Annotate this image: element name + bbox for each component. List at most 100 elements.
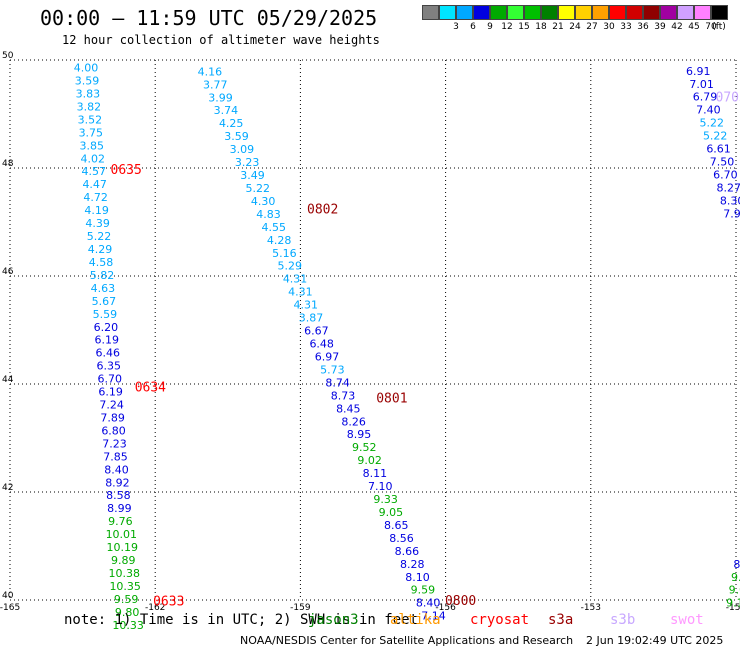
- wave-height-label: 3.52: [78, 113, 103, 126]
- legend-unit: (ft): [712, 22, 726, 32]
- wave-height-label: 8.65: [384, 519, 409, 532]
- wave-height-label: 8.45: [336, 402, 361, 415]
- wave-height-label: 9.59: [411, 584, 436, 597]
- wave-height-label: 6.70: [713, 168, 738, 181]
- x-tick-label: -156: [435, 603, 456, 613]
- wave-height-label: 5.29: [278, 260, 303, 273]
- wave-height-label: 9.00: [729, 584, 740, 597]
- credit-line: NOAA/NESDIS Center for Satellite Applica…: [240, 634, 574, 647]
- legend-label: 45: [688, 22, 700, 32]
- pass-time-label: 0802: [307, 203, 338, 218]
- x-tick-label: -162: [145, 603, 165, 613]
- wave-height-label: 8.73: [331, 389, 356, 402]
- legend-label: 21: [552, 22, 564, 32]
- wave-height-label: 3.99: [208, 91, 233, 104]
- wave-height-label: 4.19: [84, 204, 109, 217]
- pass-time-label: 0801: [376, 392, 407, 407]
- legend-swatch: [677, 5, 694, 20]
- legend-swatch: [660, 5, 677, 20]
- wave-height-label: 5.59: [93, 308, 118, 321]
- wave-height-label: 9.50: [731, 571, 740, 584]
- wave-height-label: 6.19: [98, 386, 123, 399]
- wave-height-label: 5.22: [246, 182, 271, 195]
- wave-height-label: 3.87: [299, 312, 324, 325]
- y-tick-label: 44: [2, 375, 14, 385]
- wave-height-label: 3.82: [77, 100, 102, 113]
- wave-height-label: 7.90: [723, 207, 740, 220]
- wave-height-label: 8.30: [720, 194, 740, 207]
- wave-height-label: 7.14: [421, 610, 446, 623]
- wave-height-label: 3.75: [79, 126, 104, 139]
- wave-height-label: 4.30: [251, 195, 276, 208]
- wave-height-label: 7.10: [368, 480, 393, 493]
- legend-swatch: [456, 5, 473, 20]
- wave-height-label: 8.10: [405, 571, 430, 584]
- wave-height-label: 4.63: [91, 282, 116, 295]
- pass-time-label: 0633: [153, 595, 184, 610]
- wave-height-label: 10.01: [106, 528, 138, 541]
- wave-height-label: 9.02: [357, 454, 382, 467]
- legend-swatch: [439, 5, 456, 20]
- wave-height-label: 3.59: [75, 75, 100, 88]
- legend-label: 9: [487, 22, 493, 32]
- wave-height-label: 3.77: [203, 78, 228, 91]
- y-tick-label: 50: [2, 51, 14, 61]
- wave-height-label: 4.83: [256, 208, 281, 221]
- wave-height-label: 6.48: [309, 338, 334, 351]
- wave-height-label: 4.16: [198, 65, 223, 78]
- legend-label: 33: [620, 22, 632, 32]
- wave-height-label: 8.58: [106, 489, 131, 502]
- wave-height-label: 5.67: [92, 295, 117, 308]
- legend-swatch: [541, 5, 558, 20]
- legend-swatch: [422, 5, 439, 20]
- legend-label: 18: [535, 22, 547, 32]
- wave-height-label: 8.66: [395, 545, 420, 558]
- legend-label: 36: [637, 22, 649, 32]
- legend-label: 3: [453, 22, 459, 32]
- wave-height-label: 4.29: [88, 243, 113, 256]
- wave-height-label: 6.61: [706, 143, 731, 156]
- legend-label: 70: [705, 22, 717, 32]
- legend-swatch: [643, 5, 660, 20]
- wave-height-label: 9.80: [115, 606, 140, 619]
- wave-height-label: 4.72: [83, 191, 108, 204]
- wave-height-label: 6.19: [95, 334, 120, 347]
- wave-height-label: 5.22: [87, 230, 112, 243]
- x-tick-label: -159: [290, 603, 311, 613]
- pass-time-label: 0634: [135, 381, 166, 396]
- legend-swatch: [473, 5, 490, 20]
- wave-height-label: 9.59: [114, 593, 139, 606]
- wave-height-label: 9.05: [379, 506, 404, 519]
- wave-height-label: 8.26: [341, 415, 366, 428]
- legend-label: 24: [569, 22, 581, 32]
- wave-height-label: 5.16: [272, 247, 297, 260]
- wave-height-label: 4.47: [82, 178, 107, 191]
- wave-height-label: 7.50: [710, 156, 735, 169]
- wave-height-label: 6.35: [96, 360, 121, 373]
- wave-height-label: 4.25: [219, 117, 244, 130]
- wave-height-label: 7.89: [100, 411, 125, 424]
- wave-height-label: 4.31: [283, 273, 308, 286]
- satellite-name: s3a: [548, 612, 574, 628]
- satellite-name: s3b: [610, 612, 636, 628]
- legend-label: 15: [518, 22, 530, 32]
- map-subtitle: 12 hour collection of altimeter wave hei…: [62, 33, 380, 47]
- wave-height-label: 10.33: [112, 619, 144, 632]
- legend-label: 30: [603, 22, 615, 32]
- wave-height-label: 5.22: [703, 130, 728, 143]
- wave-height-label: 9.76: [108, 515, 133, 528]
- legend-label: 42: [671, 22, 683, 32]
- legend-label: 39: [654, 22, 666, 32]
- wave-height-label: 7.40: [696, 104, 721, 117]
- wave-height-label: 6.79: [693, 91, 718, 104]
- wave-height-label: 4.57: [81, 165, 106, 178]
- legend-swatch: [592, 5, 609, 20]
- wave-height-label: 9.33: [373, 493, 398, 506]
- wave-height-label: 3.83: [76, 87, 101, 100]
- wave-height-label: 7.24: [99, 399, 124, 412]
- wave-height-label: 6.70: [97, 373, 122, 386]
- footnote: note: 1) Time is in UTC; 2) SWH is in fe…: [64, 612, 419, 628]
- wave-height-label: 6.91: [686, 65, 711, 78]
- wave-height-label: 8.27: [716, 181, 740, 194]
